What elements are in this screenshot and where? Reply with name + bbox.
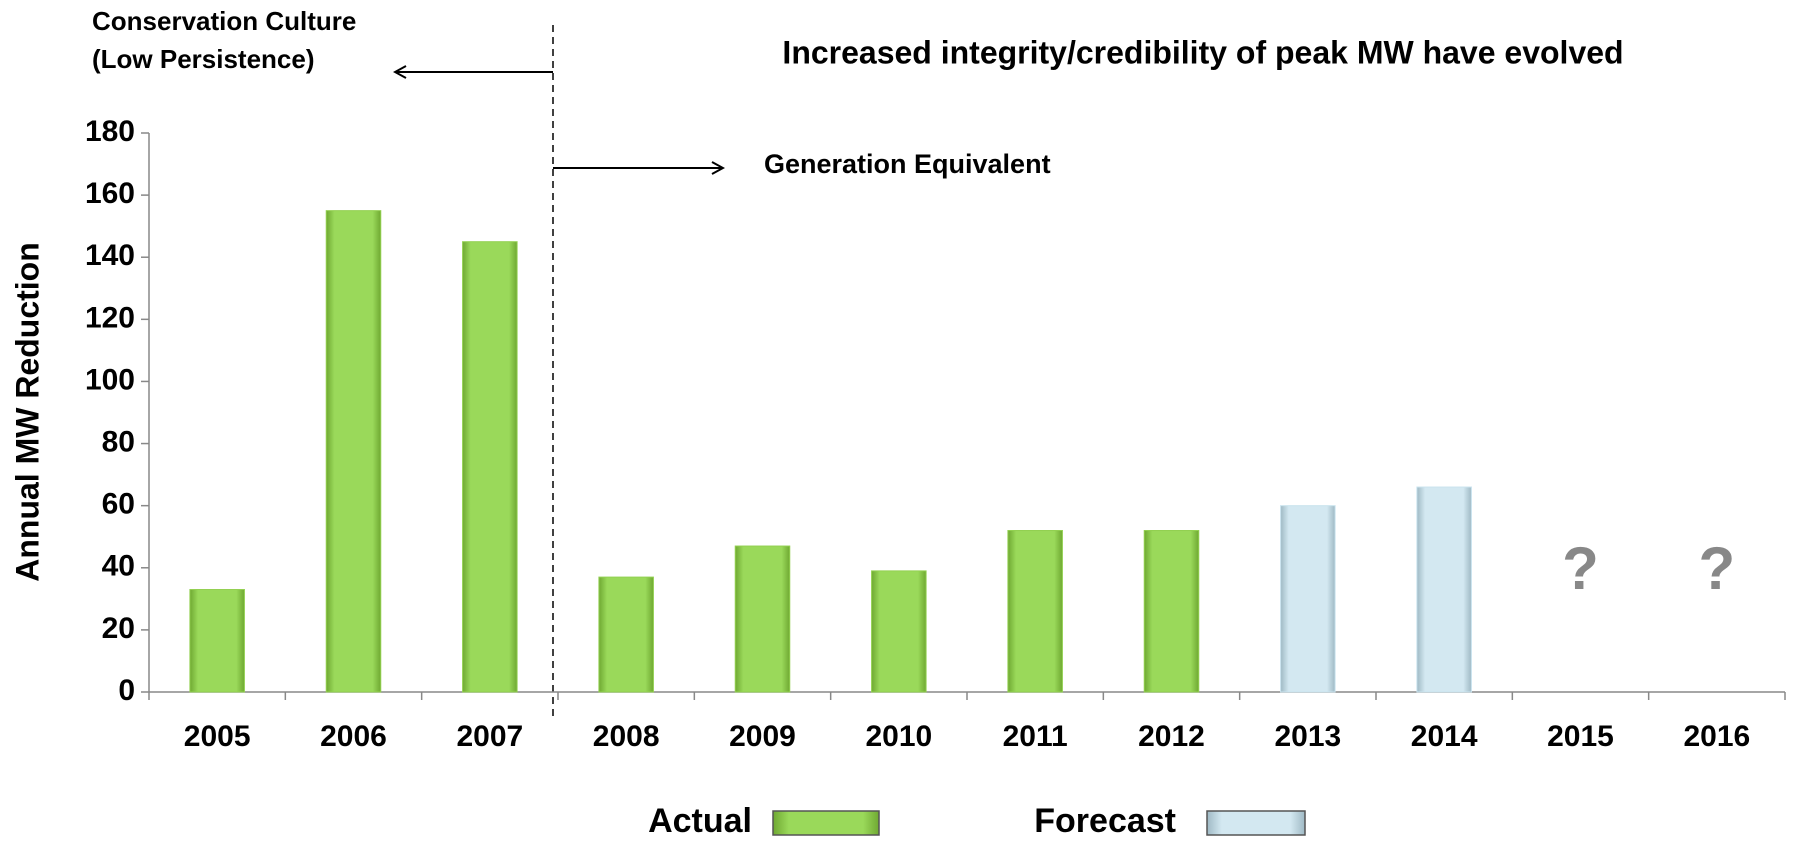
annotation: ? [1562,535,1599,602]
y-tick-label: 100 [85,363,135,396]
annotation: Generation Equivalent [764,149,1051,179]
x-tick-label: 2015 [1547,720,1614,753]
annotation: (Low Persistence) [92,44,315,74]
legend-label: Actual [648,802,752,840]
y-tick-label: 140 [85,239,135,272]
annotation: ? [1699,535,1736,602]
x-tick-label: 2012 [1138,720,1205,753]
y-tick-label: 160 [85,177,135,210]
bar [325,210,382,693]
y-tick-label: 180 [85,115,135,148]
chart-title: Increased integrity/credibility of peak … [782,34,1623,70]
y-axis-label: Annual MW Reduction [9,242,45,582]
bar [734,545,791,693]
bar [189,589,245,693]
x-tick-label: 2014 [1411,720,1478,753]
y-tick-label: 80 [102,425,135,458]
x-tick-label: 2011 [1003,720,1068,753]
bar [1143,530,1200,693]
x-tick-label: 2007 [456,720,523,753]
bar [598,576,654,693]
legend-swatch [772,810,880,836]
x-tick-label: 2016 [1683,720,1750,753]
x-tick-label: 2006 [320,720,387,753]
annotation: Conservation Culture [92,6,356,36]
legend-swatch [1206,810,1306,836]
y-tick-label: 20 [102,612,135,645]
bar [462,241,518,693]
x-tick-label: 2013 [1274,720,1341,753]
x-tick-label: 2010 [865,720,932,753]
x-tick-label: 2008 [593,720,660,753]
y-tick-label: 0 [118,674,135,707]
bar [1280,505,1336,693]
y-tick-label: 120 [85,301,135,334]
y-tick-label: 40 [102,550,135,583]
y-tick-label: 60 [102,488,135,521]
bar [1416,486,1472,693]
x-tick-label: 2005 [184,720,251,753]
bar [1007,530,1063,693]
x-tick-label: 2009 [729,720,796,753]
bar [871,570,927,693]
legend-label: Forecast [1034,802,1176,840]
